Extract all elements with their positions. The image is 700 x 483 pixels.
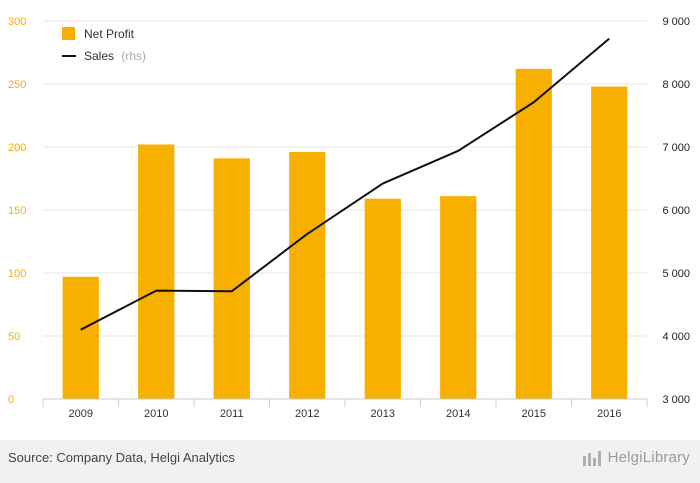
y-right-tick-label: 9 000	[662, 16, 690, 28]
y-left-tick-label: 150	[8, 205, 26, 217]
bar-net-profit[interactable]	[289, 152, 326, 399]
x-tick-label: 2009	[69, 408, 93, 420]
x-tick-label: 2014	[446, 408, 470, 420]
x-tick-label: 2013	[371, 408, 395, 420]
bar-net-profit[interactable]	[213, 158, 250, 399]
combo-chart: 0 50 100 150 200 250 300 3 000 4 000 5 000 6 000 7 …	[8, 16, 690, 420]
bar-net-profit[interactable]	[591, 86, 628, 400]
x-tick-label: 2011	[220, 408, 244, 420]
gridlines	[43, 20, 647, 337]
y-right-tick-label: 4 000	[662, 331, 690, 343]
library-logo-icon	[582, 451, 601, 467]
x-tick-label: 2016	[597, 408, 621, 420]
legend: Net Profit Sales (rhs)	[62, 27, 146, 63]
y-left-tick-label: 50	[8, 331, 20, 343]
y-left-tick-label: 200	[8, 142, 26, 154]
y-right-tick-label: 5 000	[662, 268, 690, 280]
svg-text:Sales (rhs): Sales (rhs)	[84, 49, 146, 63]
legend-label-sales: Sales	[84, 49, 114, 63]
brand-name: HelgiLibrary	[607, 449, 690, 466]
y-left-tick-label: 300	[8, 16, 26, 28]
y-left-tick-label: 100	[8, 268, 26, 280]
y-left-tick-label: 0	[8, 394, 14, 406]
footer: Source: Company Data, Helgi Analytics He…	[0, 440, 700, 483]
legend-swatch-net-profit	[62, 27, 75, 40]
sales-line-group	[80, 37, 610, 331]
x-tick-label: 2012	[295, 408, 319, 420]
brand-logo[interactable]: HelgiLibrary	[582, 449, 690, 467]
y-left-tick-label: 250	[8, 79, 26, 91]
legend-label-net-profit: Net Profit	[84, 27, 135, 41]
bar-net-profit[interactable]	[515, 68, 552, 399]
axes: 0 50 100 150 200 250 300 3 000 4 000 5 000 6 000 7 …	[8, 16, 690, 420]
bar-net-profit[interactable]	[62, 276, 99, 399]
legend-label-sales-suffix: (rhs)	[121, 49, 146, 63]
y-right-tick-label: 8 000	[662, 79, 690, 91]
y-right-tick-label: 7 000	[662, 142, 690, 154]
bar-net-profit[interactable]	[440, 196, 477, 399]
bar-net-profit[interactable]	[138, 144, 175, 399]
x-tick-label: 2015	[522, 408, 546, 420]
bar-net-profit[interactable]	[364, 198, 401, 399]
sales-line[interactable]	[80, 37, 610, 331]
source-note: Source: Company Data, Helgi Analytics	[8, 450, 235, 465]
y-right-tick-label: 3 000	[662, 394, 690, 406]
net-profit-bars	[62, 68, 628, 400]
y-right-tick-label: 6 000	[662, 205, 690, 217]
x-tick-label: 2010	[144, 408, 168, 420]
